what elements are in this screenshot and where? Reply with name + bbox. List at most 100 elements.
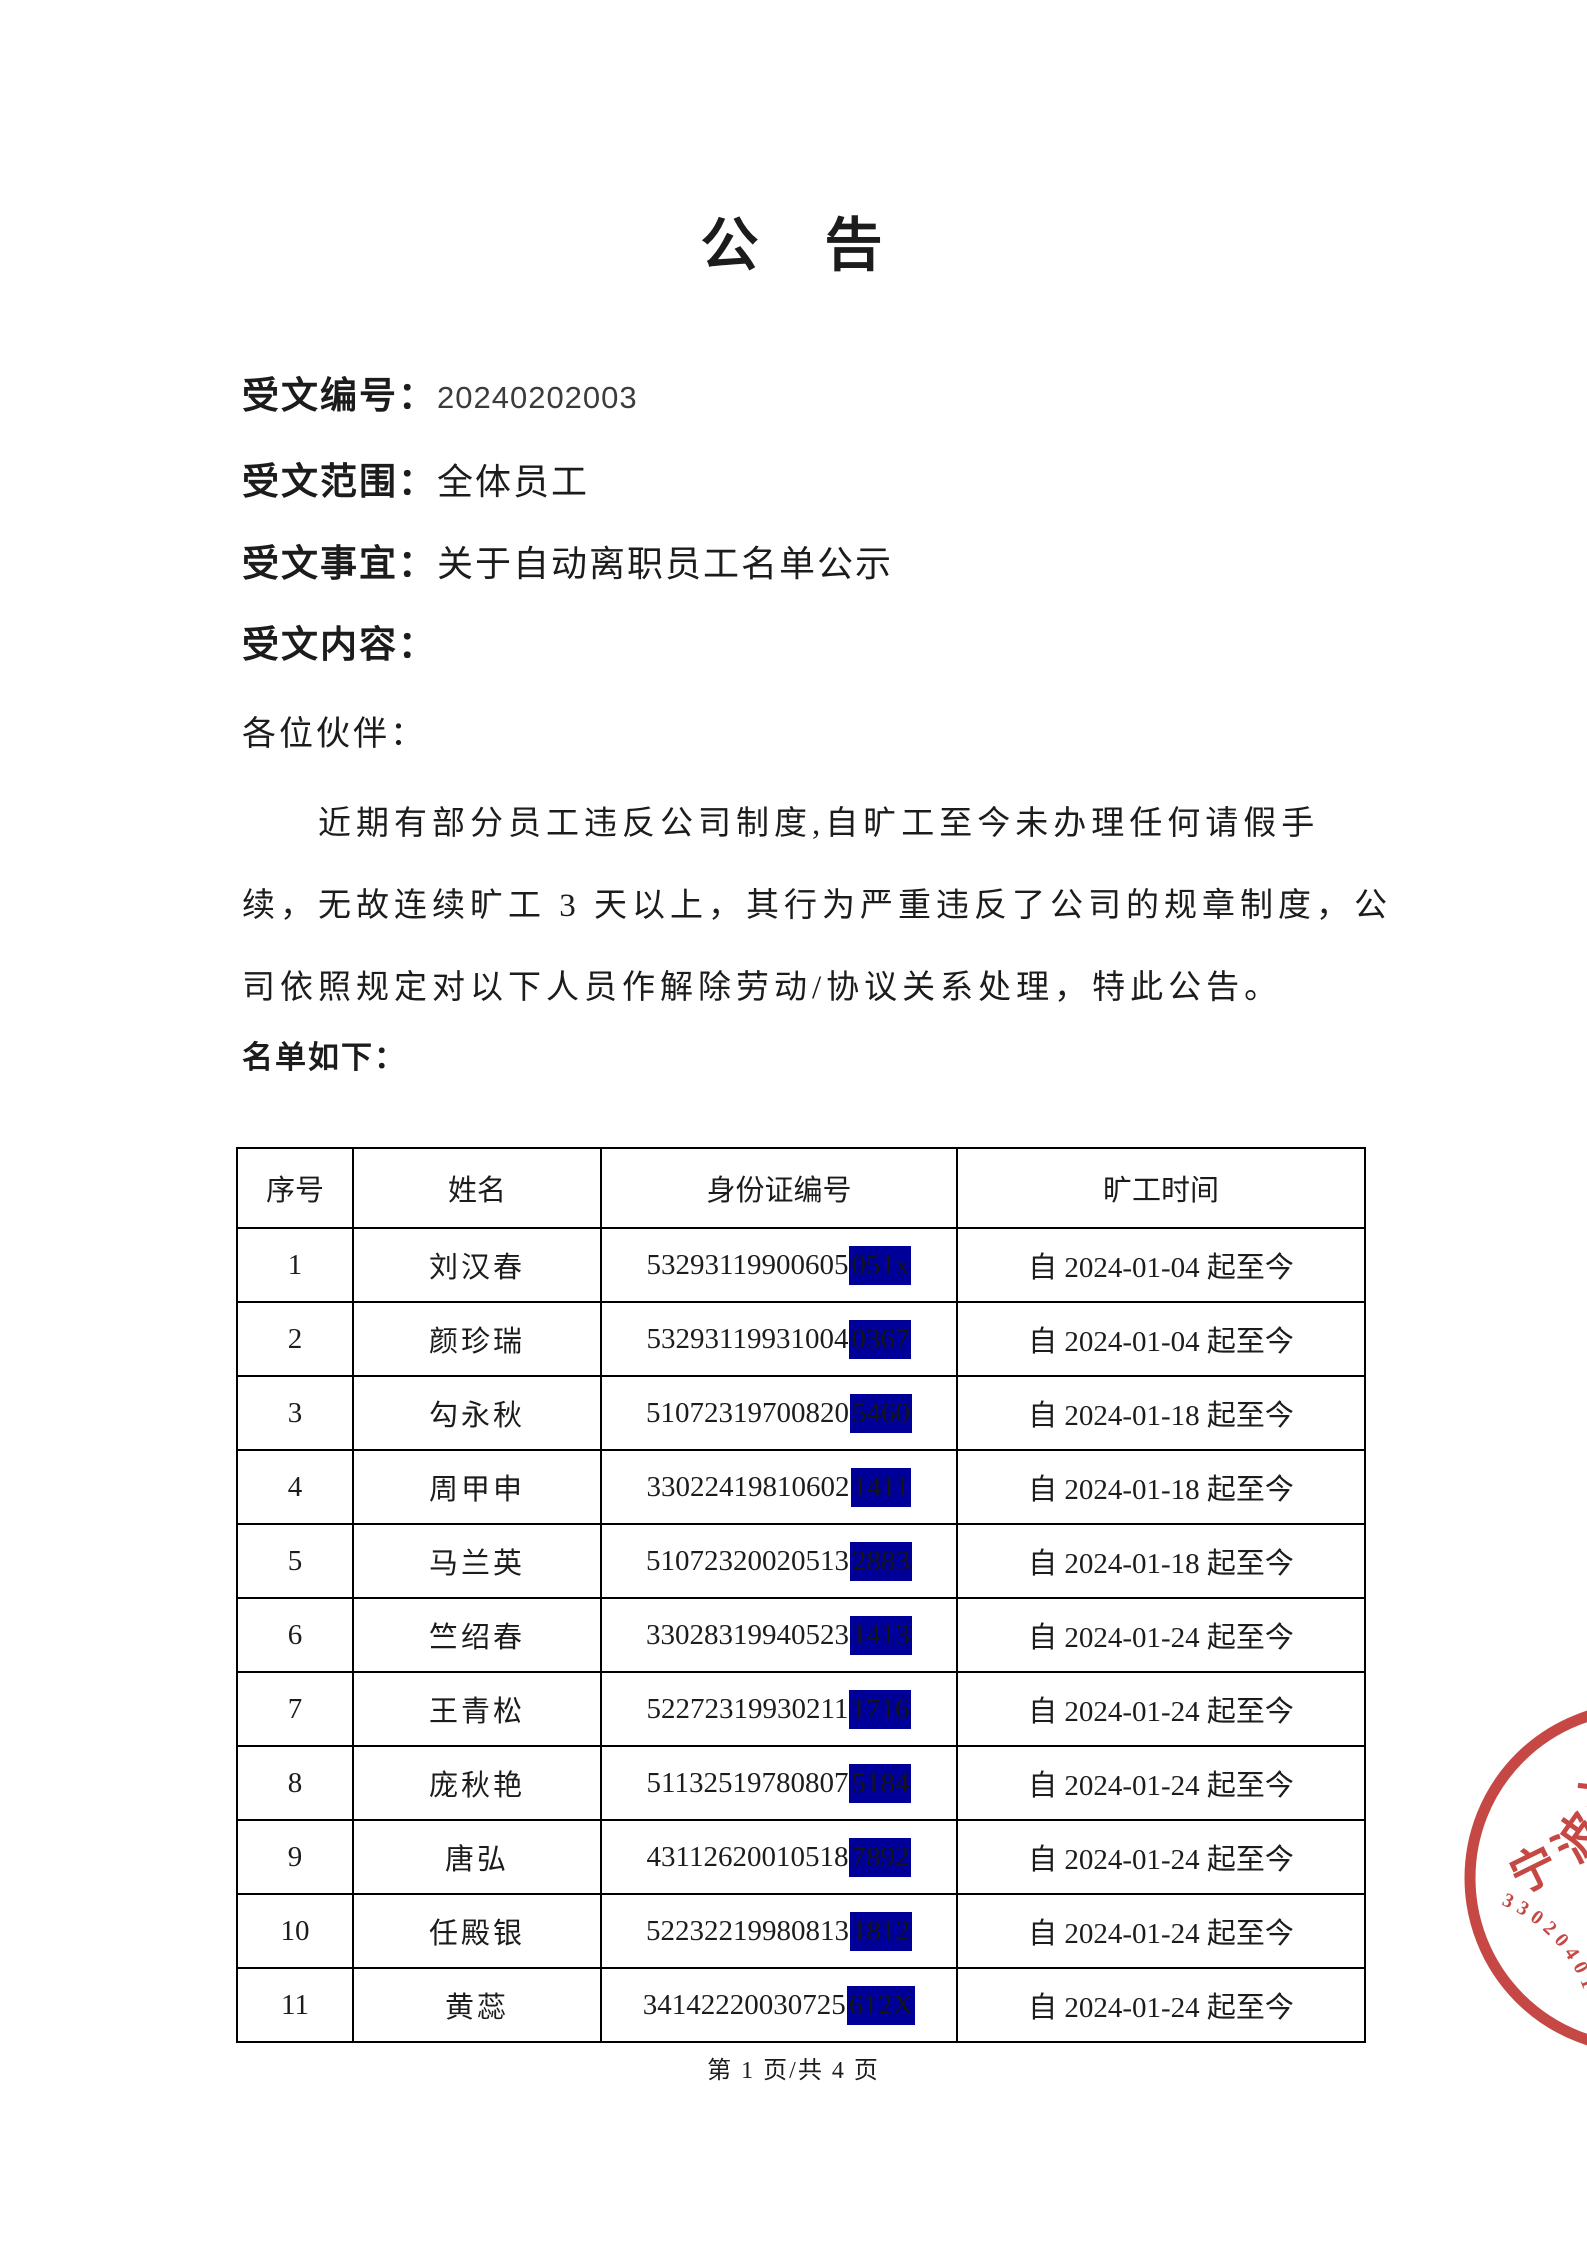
stamp-ring xyxy=(1464,1710,1587,2046)
cell-name: 周甲申 xyxy=(352,1449,602,1525)
id-redaction-box: 1812 xyxy=(850,1911,912,1951)
field-scope: 受文范围：全体员工 xyxy=(242,458,589,507)
cell-name: 唐弘 xyxy=(352,1819,602,1895)
table-row: 8 庞秋艳 51132519780807 5184 自 2024-01-24 起至… xyxy=(236,1745,1366,1821)
field-doc-number-label: 受文编号： xyxy=(242,376,437,417)
cell-id-number: 53293119931004 0367 xyxy=(600,1301,958,1377)
field-content-label: 受文内容： xyxy=(242,625,437,666)
cell-id-number: 33028319940523 1413 xyxy=(600,1597,958,1673)
cell-absence-period: 自 2024-01-04 起至今 xyxy=(956,1301,1366,1377)
id-visible-digits: 52272319930211 xyxy=(646,1692,849,1725)
table-row: 5 马兰英 51072320020513 2883 自 2024-01-18 起至… xyxy=(236,1523,1366,1599)
id-visible-digits: 33028319940523 xyxy=(646,1618,849,1651)
cell-id-number: 53293119900605 051x xyxy=(600,1227,958,1303)
cell-serial: 1 xyxy=(236,1227,354,1303)
id-redaction-box: 1411 xyxy=(850,1467,912,1507)
cell-absence-period: 自 2024-01-24 起至今 xyxy=(956,1671,1366,1747)
table-row: 3 勾永秋 51072319700820 5460 自 2024-01-18 起至… xyxy=(236,1375,1366,1451)
table-row: 4 周甲申 33022419810602 1411 自 2024-01-18 起至… xyxy=(236,1449,1366,1525)
id-visible-digits: 43112620010518 xyxy=(646,1840,849,1873)
cell-serial: 9 xyxy=(236,1819,354,1895)
cell-id-number: 34142220030725 612X xyxy=(600,1967,958,2043)
cell-absence-period: 自 2024-01-18 起至今 xyxy=(956,1523,1366,1599)
header-absence-period: 旷工时间 xyxy=(956,1147,1366,1229)
cell-name: 黄蕊 xyxy=(352,1967,602,2043)
cell-id-number: 33022419810602 1411 xyxy=(600,1449,958,1525)
cell-absence-period: 自 2024-01-18 起至今 xyxy=(956,1449,1366,1525)
cell-id-number: 51132519780807 5184 xyxy=(600,1745,958,1821)
list-intro: 名单如下： xyxy=(242,1040,407,1075)
id-redaction-box: 5184 xyxy=(849,1763,912,1803)
cell-name: 庞秋艳 xyxy=(352,1745,602,1821)
cell-name: 勾永秋 xyxy=(352,1375,602,1451)
cell-id-number: 43112620010518 7892 xyxy=(600,1819,958,1895)
field-subject-label: 受文事宜： xyxy=(242,544,437,585)
cell-serial: 5 xyxy=(236,1523,354,1599)
table-row: 11 黄蕊 34142220030725 612X 自 2024-01-24 起至… xyxy=(236,1967,1366,2043)
cell-serial: 6 xyxy=(236,1597,354,1673)
cell-serial: 4 xyxy=(236,1449,354,1525)
header-id-number: 身份证编号 xyxy=(600,1147,958,1229)
field-doc-number: 受文编号：20240202003 xyxy=(242,372,638,422)
id-visible-digits: 33022419810602 xyxy=(646,1470,850,1503)
id-visible-digits: 53293119931004 xyxy=(646,1322,849,1355)
id-redaction-box: 1716 xyxy=(849,1689,912,1729)
field-content: 受文内容： xyxy=(242,621,437,670)
cell-absence-period: 自 2024-01-24 起至今 xyxy=(956,1893,1366,1969)
cell-serial: 8 xyxy=(236,1745,354,1821)
id-visible-digits: 52232219980813 xyxy=(646,1914,849,1947)
id-visible-digits: 51072319700820 xyxy=(646,1396,849,1429)
cell-name: 颜珍瑞 xyxy=(352,1301,602,1377)
cell-absence-period: 自 2024-01-24 起至今 xyxy=(956,1745,1366,1821)
dismissal-table-body: 1 刘汉春 53293119900605 051x 自 2024-01-04 起至… xyxy=(236,1227,1366,2043)
field-scope-label: 受文范围： xyxy=(242,462,437,503)
table-row: 6 竺绍春 33028319940523 1413 自 2024-01-24 起至… xyxy=(236,1597,1366,1673)
body-line-3: 司依照规定对以下人员作解除劳动/协议关系处理，特此公告。 xyxy=(242,970,1283,1006)
cell-id-number: 52272319930211 1716 xyxy=(600,1671,958,1747)
page-number: 第 1 页/共 4 页 xyxy=(707,2058,880,2084)
table-row: 9 唐弘 43112620010518 7892 自 2024-01-24 起至今 xyxy=(236,1819,1366,1895)
cell-serial: 2 xyxy=(236,1301,354,1377)
cell-name: 竺绍春 xyxy=(352,1597,602,1673)
dismissal-table: 序号 姓名 身份证编号 旷工时间 1 刘汉春 53293119900605 051… xyxy=(236,1147,1366,2043)
cell-absence-period: 自 2024-01-18 起至今 xyxy=(956,1375,1366,1451)
id-redaction-box: 7892 xyxy=(849,1837,912,1877)
cell-id-number: 51072319700820 5460 xyxy=(600,1375,958,1451)
id-redaction-box: 612X xyxy=(846,1985,916,2025)
body-line-2: 续，无故连续旷工 3 天以上，其行为严重违反了公司的规章制度，公 xyxy=(242,888,1392,924)
cell-name: 刘汉春 xyxy=(352,1227,602,1303)
table-header-row: 序号 姓名 身份证编号 旷工时间 xyxy=(236,1147,1366,1229)
cell-absence-period: 自 2024-01-24 起至今 xyxy=(956,1967,1366,2043)
cell-id-number: 52232219980813 1812 xyxy=(600,1893,958,1969)
id-redaction-box: 2883 xyxy=(850,1541,912,1581)
field-subject: 受文事宜：关于自动离职员工名单公示 xyxy=(242,540,893,589)
cell-serial: 7 xyxy=(236,1671,354,1747)
field-scope-value: 全体员工 xyxy=(437,462,590,502)
id-visible-digits: 51072320020513 xyxy=(646,1544,849,1577)
id-redaction-box: 051x xyxy=(849,1245,912,1285)
id-redaction-box: 5460 xyxy=(850,1393,912,1433)
cell-name: 任殿银 xyxy=(352,1893,602,1969)
header-name: 姓名 xyxy=(352,1147,602,1229)
table-row: 7 王青松 52272319930211 1716 自 2024-01-24 起至… xyxy=(236,1671,1366,1747)
cell-serial: 3 xyxy=(236,1375,354,1451)
field-doc-number-value: 20240202003 xyxy=(437,380,638,415)
cell-absence-period: 自 2024-01-24 起至今 xyxy=(956,1597,1366,1673)
id-visible-digits: 53293119900605 xyxy=(646,1248,849,1281)
table-row: 1 刘汉春 53293119900605 051x 自 2024-01-04 起至… xyxy=(236,1227,1366,1303)
cell-absence-period: 自 2024-01-04 起至今 xyxy=(956,1227,1366,1303)
company-seal-stamp: 宁波木 330204014 xyxy=(1464,1710,1587,2046)
id-redaction-box: 1413 xyxy=(850,1615,912,1655)
cell-name: 马兰英 xyxy=(352,1523,602,1599)
header-serial: 序号 xyxy=(236,1147,354,1229)
cell-serial: 11 xyxy=(236,1967,354,2043)
body-line-1: 近期有部分员工违反公司制度,自旷工至今未办理任何请假手 xyxy=(318,806,1320,842)
table-row: 2 颜珍瑞 53293119931004 0367 自 2024-01-04 起至… xyxy=(236,1301,1366,1377)
cell-serial: 10 xyxy=(236,1893,354,1969)
cell-absence-period: 自 2024-01-24 起至今 xyxy=(956,1819,1366,1895)
page-title: 公 告 xyxy=(700,213,887,278)
id-visible-digits: 51132519780807 xyxy=(646,1766,849,1799)
salutation: 各位伙伴： xyxy=(242,716,427,753)
table-row: 10 任殿银 52232219980813 1812 自 2024-01-24 起… xyxy=(236,1893,1366,1969)
